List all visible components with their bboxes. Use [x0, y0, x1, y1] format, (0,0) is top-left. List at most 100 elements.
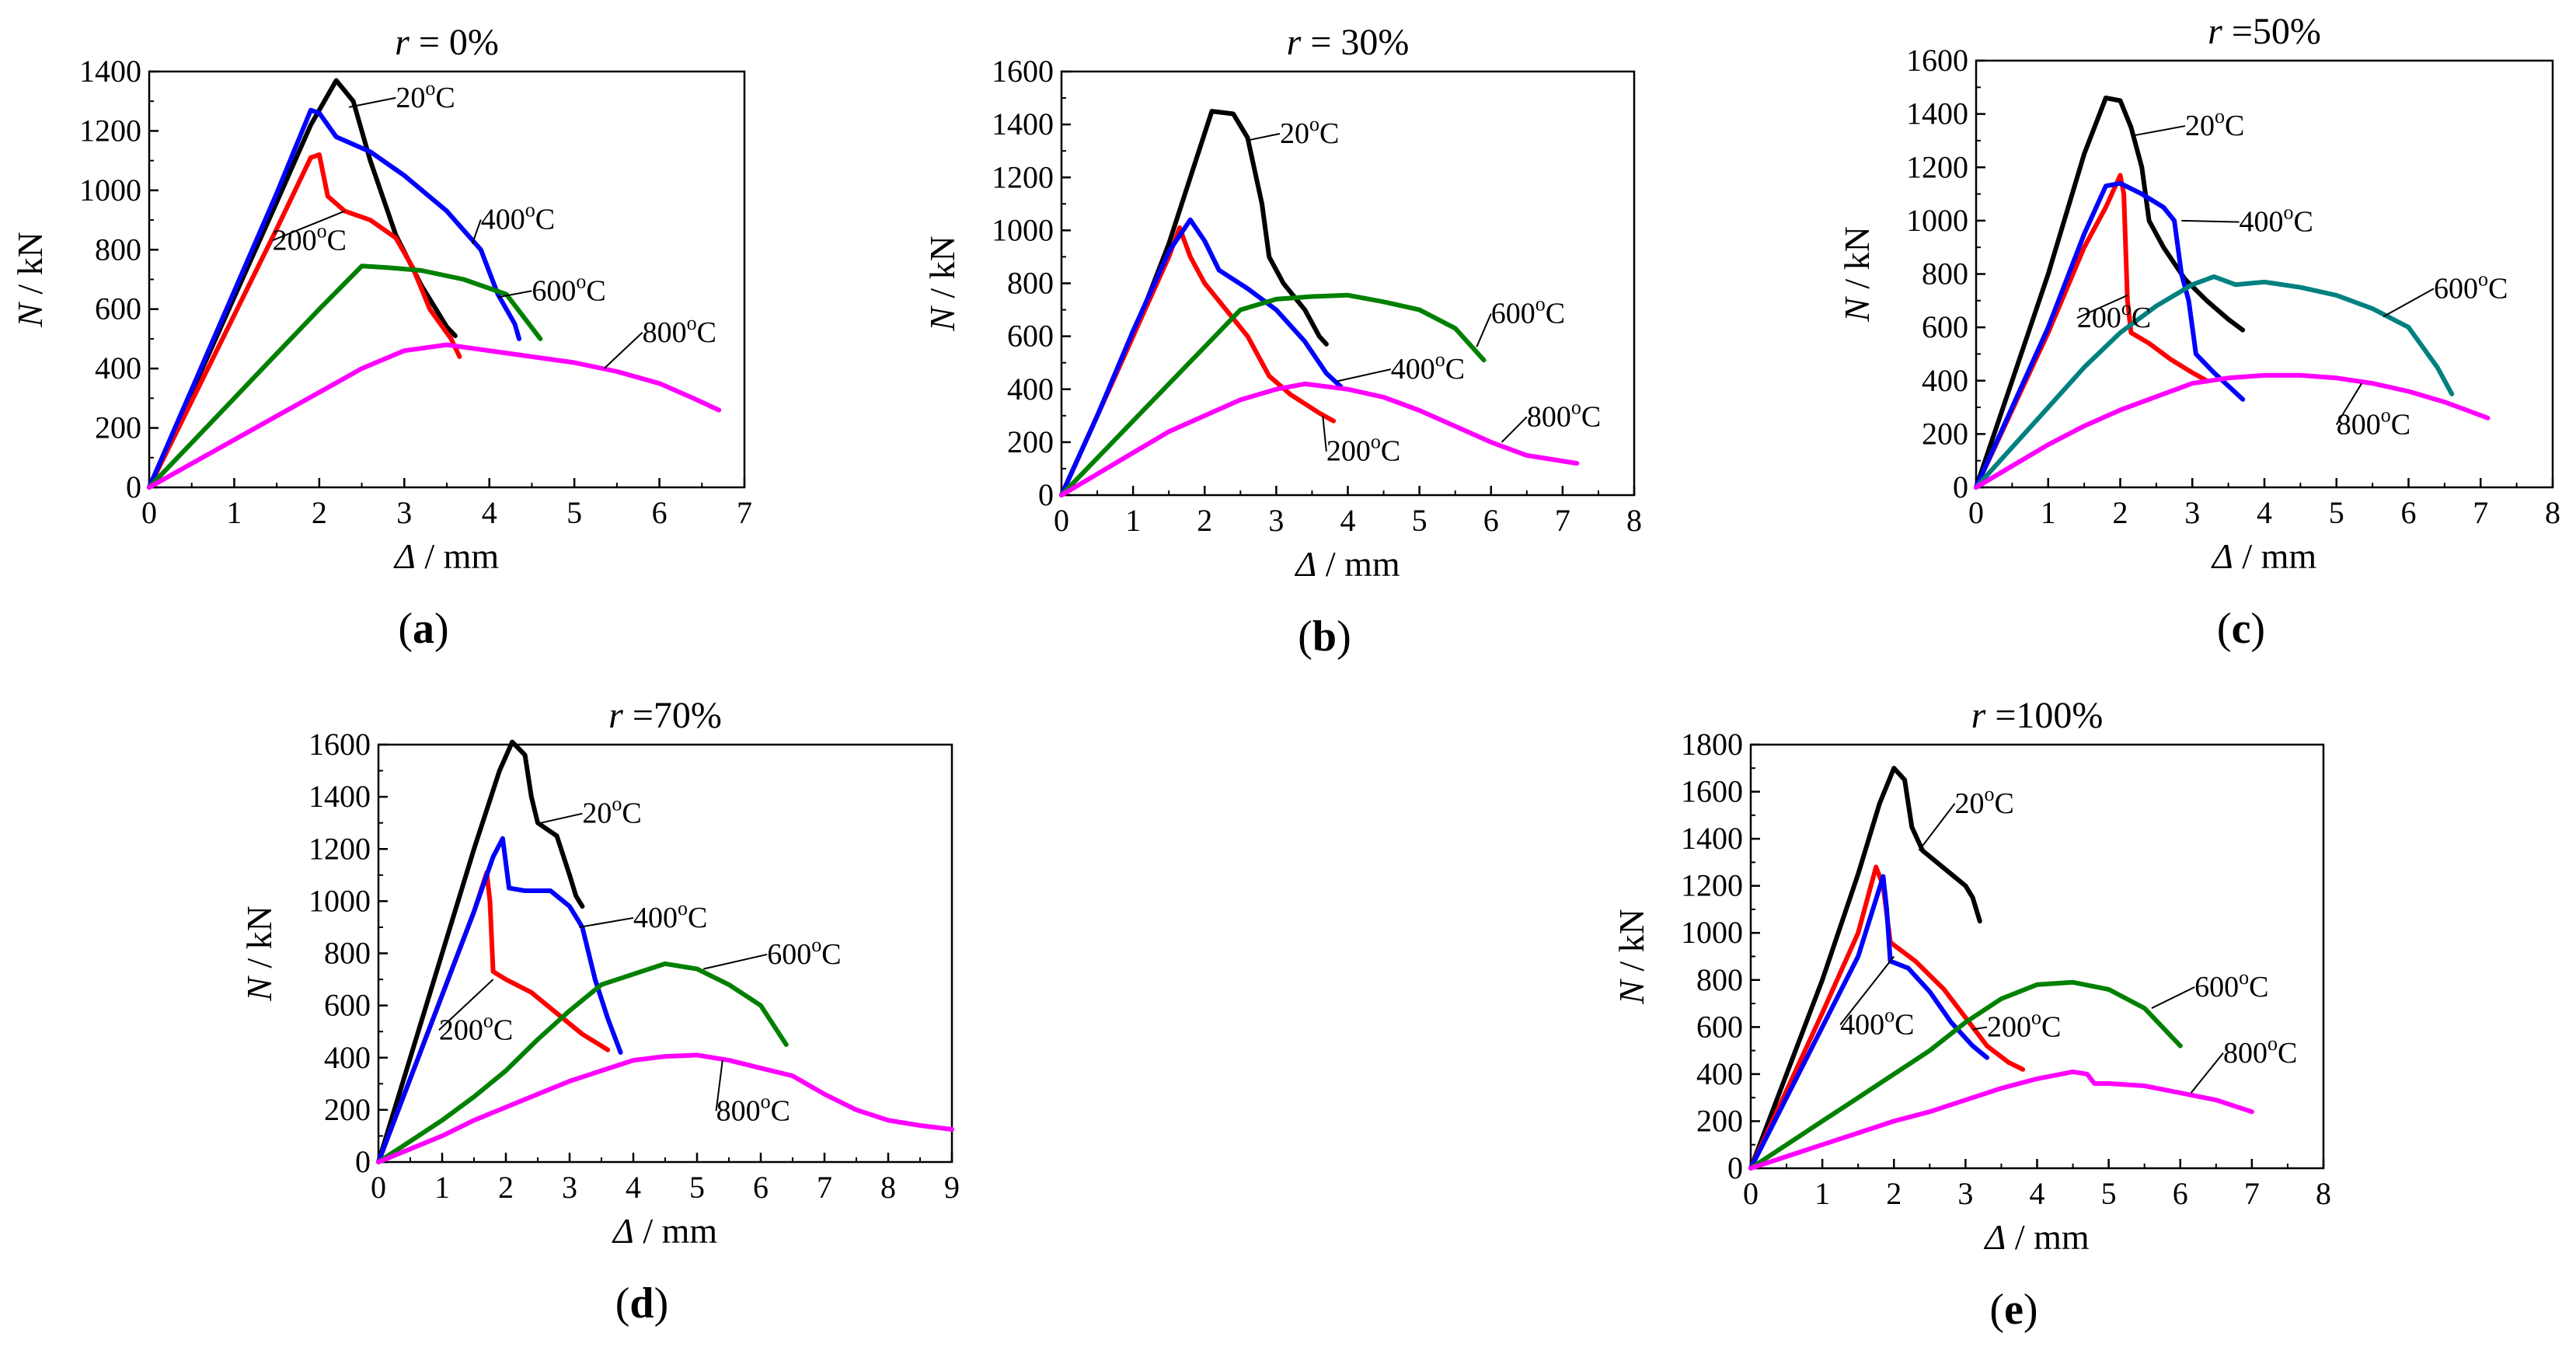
annotation-label-20c: 20oC: [1955, 783, 2014, 820]
x-axis-variable: Δ: [2211, 536, 2233, 576]
title-value: =50%: [2222, 11, 2321, 52]
panel-letter-text: c: [2232, 605, 2251, 653]
annotation-label-20c: 20oC: [582, 793, 641, 830]
annotation-degree: o: [1884, 1003, 1895, 1026]
y-axis-label: N / kN: [239, 906, 279, 1002]
annotation-unit: C: [1445, 353, 1465, 386]
annotation-unit: C: [1995, 787, 2014, 820]
annotation-unit: C: [535, 204, 555, 236]
annotation-label-600c: 600oC: [2434, 267, 2508, 305]
x-tick-label: 3: [396, 495, 412, 530]
panel-title: r =100%: [1971, 695, 2104, 736]
y-axis-unit: / kN: [10, 232, 50, 303]
annotation-label-400c: 400oC: [633, 897, 707, 934]
annotation-label-600c: 600oC: [767, 933, 841, 971]
annotation-degree: o: [687, 312, 697, 334]
y-axis-variable: N: [1612, 979, 1651, 1005]
x-tick-label: 3: [1268, 503, 1284, 538]
annotation-label-400c: 400oC: [1840, 1003, 1914, 1041]
plot-frame: [377, 743, 953, 1164]
y-tick-label: 1400: [308, 779, 371, 814]
y-tick-label: 1600: [1681, 774, 1743, 809]
x-axis-unit: / mm: [416, 536, 500, 576]
chart-panel-b: 0 1 2 3 4 5 6 7 8 0 200 400 600 800 1000 1200 1400 1600 20…: [922, 22, 1642, 661]
annotation-value: 800: [2223, 1037, 2268, 1070]
annotation-unit: C: [1581, 400, 1601, 433]
annotation-degree: o: [2268, 1032, 2278, 1055]
title-variable: r: [395, 22, 410, 63]
x-tick-label: 5: [1412, 503, 1427, 538]
x-axis-unit: / mm: [2233, 536, 2317, 576]
panel-title: r = 30%: [1287, 22, 1410, 63]
x-tick-label: 2: [1886, 1176, 1901, 1211]
panel-letter: (e): [1989, 1286, 2037, 1334]
x-axis-label: Δ / mm: [2211, 536, 2317, 576]
annotation-value: 20: [2185, 110, 2215, 142]
series-line-400c: [376, 836, 623, 1164]
y-tick-label: 1000: [1681, 915, 1743, 950]
annotation-degree: o: [2239, 966, 2249, 989]
annotation-unit: C: [2294, 206, 2313, 239]
x-tick-label: 4: [482, 495, 497, 530]
annotation-degree: o: [2215, 105, 2225, 127]
panel-letter-close: ): [654, 1279, 669, 1328]
y-tick-label: 400: [95, 351, 141, 386]
annotation-value: 600: [532, 274, 576, 307]
annotation-leader: [2335, 382, 2363, 425]
annotation-degree: o: [612, 793, 622, 815]
y-tick-label: 0: [126, 469, 141, 504]
annotation-value: 600: [2194, 971, 2239, 1003]
x-tick-label: 2: [498, 1170, 514, 1205]
annotation-leader: [2076, 295, 2128, 319]
annotation-label-200c: 200oC: [1987, 1006, 2061, 1043]
annotation-leader: [272, 210, 346, 242]
series-line-800c: [1974, 372, 2491, 490]
panel-letter-close: ): [2024, 1286, 2038, 1334]
y-tick-label: 1600: [1906, 43, 1968, 78]
y-tick-label: 400: [1696, 1056, 1743, 1091]
annotation-value: 20: [1280, 117, 1309, 150]
annotation-degree: o: [2031, 1006, 2041, 1028]
annotation-label-600c: 600oC: [532, 270, 605, 307]
y-tick-label: 600: [95, 291, 141, 326]
x-tick-label: 7: [1555, 503, 1570, 538]
panel-letter-text: e: [2004, 1286, 2024, 1334]
panel-letter: (d): [615, 1279, 668, 1328]
annotation-degree: o: [2478, 267, 2488, 290]
annotation-degree: o: [425, 77, 435, 99]
panel-letter-open: (: [615, 1279, 630, 1328]
y-tick-label: 1200: [1906, 149, 1968, 184]
y-tick-label: 800: [1696, 962, 1743, 997]
y-tick-label: 1000: [992, 212, 1054, 247]
y-tick-label: 1600: [992, 54, 1054, 89]
title-value: =100%: [1985, 695, 2103, 736]
series-line-800c: [1059, 381, 1580, 497]
annotation-unit: C: [327, 224, 347, 256]
series-line-400c: [147, 107, 521, 490]
series-line-20c: [376, 739, 585, 1164]
y-axis-label: N / kN: [10, 232, 50, 328]
annotation-label-800c: 800oC: [716, 1090, 790, 1127]
x-axis-label: Δ / mm: [612, 1211, 718, 1251]
x-tick-label: 8: [880, 1170, 896, 1205]
annotation-label-400c: 400oC: [1391, 348, 1465, 386]
annotation-degree: o: [576, 270, 586, 292]
series-line-600c: [147, 263, 543, 490]
series-line-200c: [147, 152, 462, 490]
x-axis-label: Δ / mm: [1983, 1217, 2090, 1257]
annotation-label-800c: 800oC: [2337, 403, 2410, 441]
x-tick-label: 7: [817, 1170, 832, 1205]
x-axis-variable: Δ: [612, 1211, 634, 1251]
panel-letter-text: b: [1312, 612, 1337, 661]
series-line-600c: [1974, 274, 2455, 490]
chart-panel-c: 0 1 2 3 4 5 6 7 8 0 200 400 600 800 1000 1200 1400 1600 20…: [1837, 11, 2560, 653]
annotation-value: 800: [643, 316, 687, 349]
title-value: =70%: [623, 695, 722, 736]
series-line-20c: [147, 78, 458, 490]
title-variable: r: [1287, 22, 1302, 63]
series-line-800c: [376, 1052, 954, 1164]
annotation-value: 200: [273, 224, 317, 256]
x-tick-label: 4: [2257, 495, 2272, 530]
annotation-unit: C: [622, 797, 641, 830]
